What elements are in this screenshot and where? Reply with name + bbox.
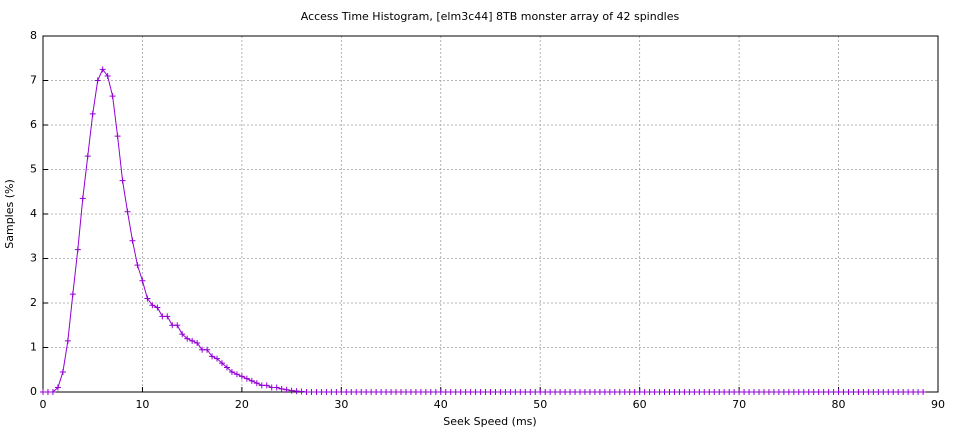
data-point [214,355,221,362]
data-point [273,384,280,391]
x-tick-label: 30 [334,398,348,411]
y-tick-label: 1 [30,341,37,354]
data-point [74,246,81,253]
data-point [228,368,235,375]
x-axis-label: Seek Speed (ms) [443,415,536,428]
x-tick-label: 10 [135,398,149,411]
data-point [209,353,216,360]
y-tick-label: 5 [30,163,37,176]
data-point [283,386,290,393]
x-tick-label: 80 [832,398,846,411]
y-tick-label: 6 [30,118,37,131]
data-point [149,302,156,309]
x-tick-label: 40 [434,398,448,411]
data-point [119,177,126,184]
data-point [204,346,211,353]
data-point [124,208,131,215]
data-point [238,373,245,380]
y-tick-label: 2 [30,296,37,309]
data-point [114,133,121,140]
x-tick-label: 20 [235,398,249,411]
data-point [99,66,106,73]
data-point [219,360,225,367]
data-point [129,237,136,244]
y-tick-label: 8 [30,29,37,42]
data-point [94,77,101,84]
data-point [84,153,91,160]
x-tick-label: 50 [533,398,547,411]
data-point [104,73,111,80]
y-tick-label: 4 [30,207,37,220]
data-point [189,337,196,344]
data-point [184,335,191,342]
y-tick-label: 3 [30,252,37,265]
data-point [89,110,96,117]
data-point [139,277,146,284]
data-line [43,68,924,393]
x-tick-label: 90 [931,398,945,411]
x-tick-label: 70 [732,398,746,411]
data-point [144,295,151,302]
data-point [920,389,927,395]
data-point [223,364,230,371]
data-point [179,331,186,338]
data-point [233,371,240,378]
y-tick-label: 0 [30,385,37,398]
x-tick-label: 60 [633,398,647,411]
data-point [194,340,201,347]
data-point [278,385,285,392]
chart-title: Access Time Histogram, [elm3c44] 8TB mon… [301,10,680,23]
y-axis-label: Samples (%) [3,179,16,249]
data-point [69,291,76,298]
data-point [109,93,116,100]
data-point [64,337,71,344]
data-point [164,313,171,320]
data-point [154,304,161,311]
y-tick-label: 7 [30,74,37,87]
data-point [263,382,270,389]
data-point [248,377,255,384]
data-point [174,322,181,329]
data-point [59,368,66,375]
x-tick-label: 0 [40,398,47,411]
data-point [54,384,61,391]
data-point [49,389,56,395]
data-point [243,375,250,382]
data-point [79,195,86,202]
data-point [134,262,141,269]
data-point [253,380,260,387]
